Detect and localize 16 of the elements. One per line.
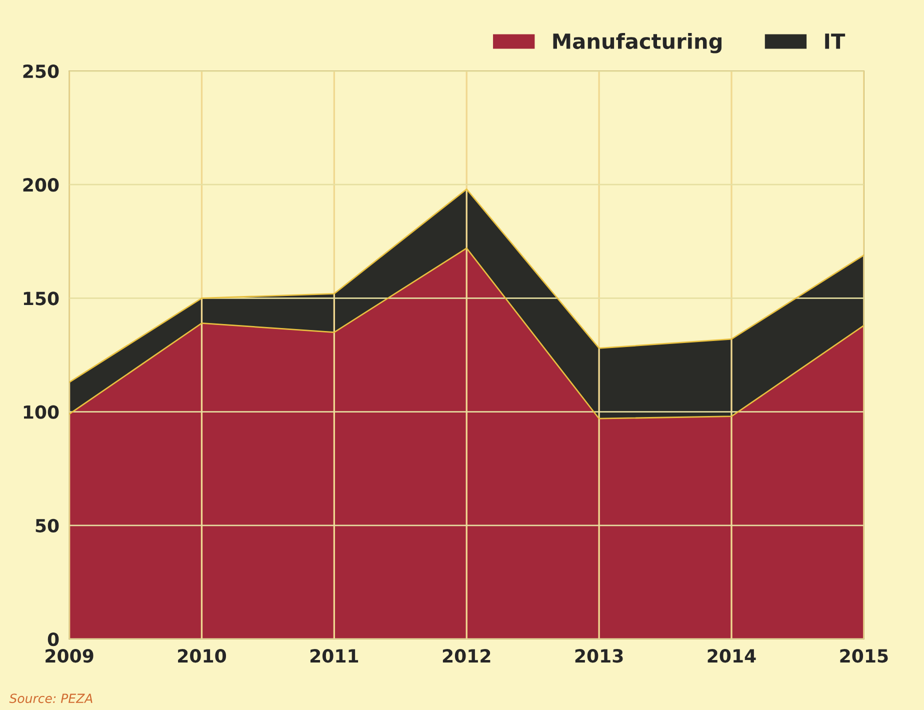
y-tick-label: 100: [24, 405, 59, 419]
source-note: Source: PEZA: [9, 694, 92, 704]
y-tick-label: 250: [23, 64, 59, 78]
y-tick-label: 0: [48, 632, 59, 646]
x-tick-label: 2015: [840, 649, 888, 663]
x-tick-label: 2009: [46, 649, 94, 663]
x-tick-label: 2012: [442, 649, 490, 663]
y-tick-label: 150: [24, 292, 59, 306]
x-tick-label: 2014: [708, 649, 756, 663]
x-tick-label: 2010: [178, 649, 226, 663]
y-tick-label: 200: [23, 178, 59, 192]
x-tick-label: 2013: [575, 649, 623, 663]
y-tick-label: 50: [36, 518, 59, 533]
legend-label: IT: [825, 34, 846, 49]
legend-label: Manufacturing: [553, 32, 722, 54]
x-tick-label: 2011: [310, 649, 358, 663]
